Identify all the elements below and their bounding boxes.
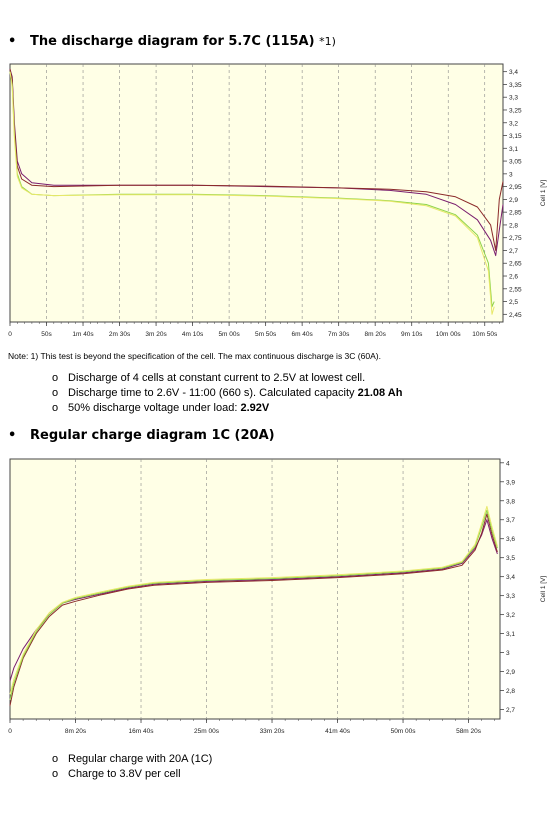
list-item: o Discharge time to 2.6V - 11:00 (660 s).…: [52, 387, 403, 399]
y-tick-label: 2,85: [509, 210, 522, 217]
x-tick-label: 10m 00s: [436, 331, 462, 338]
y-tick-label: 2,5: [509, 299, 518, 306]
x-tick-label: 33m 20s: [260, 728, 286, 735]
circle-bullet-icon: o: [52, 387, 59, 399]
y-tick-label: 2,7: [506, 707, 515, 714]
y-tick-label: 3,6: [506, 536, 515, 543]
x-tick-label: 0: [8, 331, 12, 338]
x-tick-label: 10m 50s: [472, 331, 498, 338]
x-tick-label: 5m 50s: [255, 331, 277, 338]
series-line: [9, 71, 495, 315]
x-tick-label: 58m 20s: [456, 728, 482, 735]
charge-chart: 0 8m 20s 16m 40s 25m 00s 33m 20s 41m 40s 50m 0…: [0, 455, 549, 740]
y-tick-label: 3,2: [506, 612, 515, 619]
y-tick-label: 2,45: [509, 312, 522, 319]
y-tick-label: 2,65: [509, 261, 522, 268]
section-heading-discharge: • The discharge diagram for 5.7C (115A) *…: [8, 34, 336, 49]
discharge-chart-svg: 0 50s 1m 40s 2m 30s 3m 20s 4m 10s 5m 00s 5m 50s…: [0, 60, 549, 342]
x-tick-label: 9m 10s: [401, 331, 423, 338]
heading-text: Regular charge diagram 1C (20A): [30, 428, 275, 443]
plot-area: [9, 63, 504, 323]
y-tick-label: 3,1: [506, 631, 515, 638]
y-tick-label: 2,9: [509, 197, 518, 204]
y-tick-label: 3,25: [509, 107, 522, 114]
x-tick-label: 8m 20s: [65, 728, 87, 735]
heading-text: The discharge diagram for 5.7C (115A): [30, 34, 315, 49]
y-tick-label: 4: [506, 460, 510, 467]
x-tick-label: 4m 10s: [182, 331, 204, 338]
x-tick-label: 0: [8, 728, 12, 735]
list-item: o Charge to 3.8V per cell: [52, 768, 181, 780]
x-tick-label: 25m 00s: [194, 728, 220, 735]
y-tick-label: 3,3: [506, 593, 515, 600]
y-tick-label: 2,6: [509, 274, 518, 281]
y-axis-label: Cell 1 [V]: [540, 576, 547, 603]
x-tick-label: 50m 00s: [391, 728, 417, 735]
y-tick-label: 3,4: [509, 69, 518, 76]
footnote: Note: 1) This test is beyond the specifi…: [8, 351, 381, 361]
heading-footnote-ref: *1): [319, 35, 336, 48]
y-tick-label: 2,8: [506, 688, 515, 695]
plot-area: [9, 458, 501, 720]
y-tick-label: 2,8: [509, 222, 518, 229]
series-line: [9, 509, 498, 701]
discharge-details-list: o Discharge of 4 cells at constant curren…: [52, 371, 402, 416]
charge-details-list: o Regular charge with 20A (1C) o Charge to…: [52, 752, 212, 782]
y-tick-label: 2,7: [509, 248, 518, 255]
section-heading-charge: • Regular charge diagram 1C (20A): [8, 428, 275, 443]
y-tick-label: 2,55: [509, 286, 522, 293]
x-tick-label: 3m 20s: [145, 331, 167, 338]
y-tick-label: 3,2: [509, 120, 518, 127]
y-tick-label: 2,95: [509, 184, 522, 191]
x-tick-label: 6m 40s: [291, 331, 313, 338]
y-axis-label: Cell 1 [V]: [540, 180, 547, 207]
y-tick-label: 3,7: [506, 517, 515, 524]
list-item: o 50% discharge voltage under load: 2.92V: [52, 402, 270, 414]
y-tick-label: 3,8: [506, 498, 515, 505]
circle-bullet-icon: o: [52, 372, 59, 384]
circle-bullet-icon: o: [52, 768, 59, 780]
y-tick-label: 3,5: [506, 555, 515, 562]
charge-chart-svg: 0 8m 20s 16m 40s 25m 00s 33m 20s 41m 40s 50m 0…: [0, 455, 549, 740]
x-tick-label: 5m 00s: [218, 331, 240, 338]
voltage-value: 2.92V: [240, 402, 270, 414]
y-tick-label: 3,35: [509, 82, 522, 89]
circle-bullet-icon: o: [52, 753, 59, 765]
bullet-icon: •: [8, 34, 17, 49]
y-tick-label: 3,4: [506, 574, 515, 581]
list-item: o Discharge of 4 cells at constant curren…: [52, 372, 366, 384]
x-tick-label: 8m 20s: [365, 331, 387, 338]
circle-bullet-icon: o: [52, 402, 59, 414]
y-tick-label: 3,15: [509, 133, 522, 140]
bullet-icon: •: [8, 428, 17, 443]
y-tick-label: 3,9: [506, 479, 515, 486]
x-tick-label: 1m 40s: [72, 331, 94, 338]
x-tick-label: 50s: [41, 331, 52, 338]
series-line: [9, 513, 498, 706]
list-item: o Regular charge with 20A (1C): [52, 753, 213, 765]
series-line: [9, 505, 498, 695]
x-tick-label: 16m 40s: [129, 728, 155, 735]
y-tick-label: 3,3: [509, 95, 518, 102]
y-tick-label: 3,05: [509, 159, 522, 166]
series-line: [9, 68, 504, 251]
discharge-chart: 0 50s 1m 40s 2m 30s 3m 20s 4m 10s 5m 00s 5m 50s…: [0, 60, 549, 342]
x-tick-label: 2m 30s: [109, 331, 131, 338]
x-tick-label: 7m 30s: [328, 331, 350, 338]
y-tick-label: 3,1: [509, 146, 518, 153]
y-tick-label: 3: [509, 171, 513, 178]
y-tick-label: 3: [506, 650, 510, 657]
y-tick-label: 2,9: [506, 669, 515, 676]
y-tick-label: 2,75: [509, 235, 522, 242]
capacity-value: 21.08 Ah: [357, 387, 403, 399]
x-tick-label: 41m 40s: [325, 728, 351, 735]
